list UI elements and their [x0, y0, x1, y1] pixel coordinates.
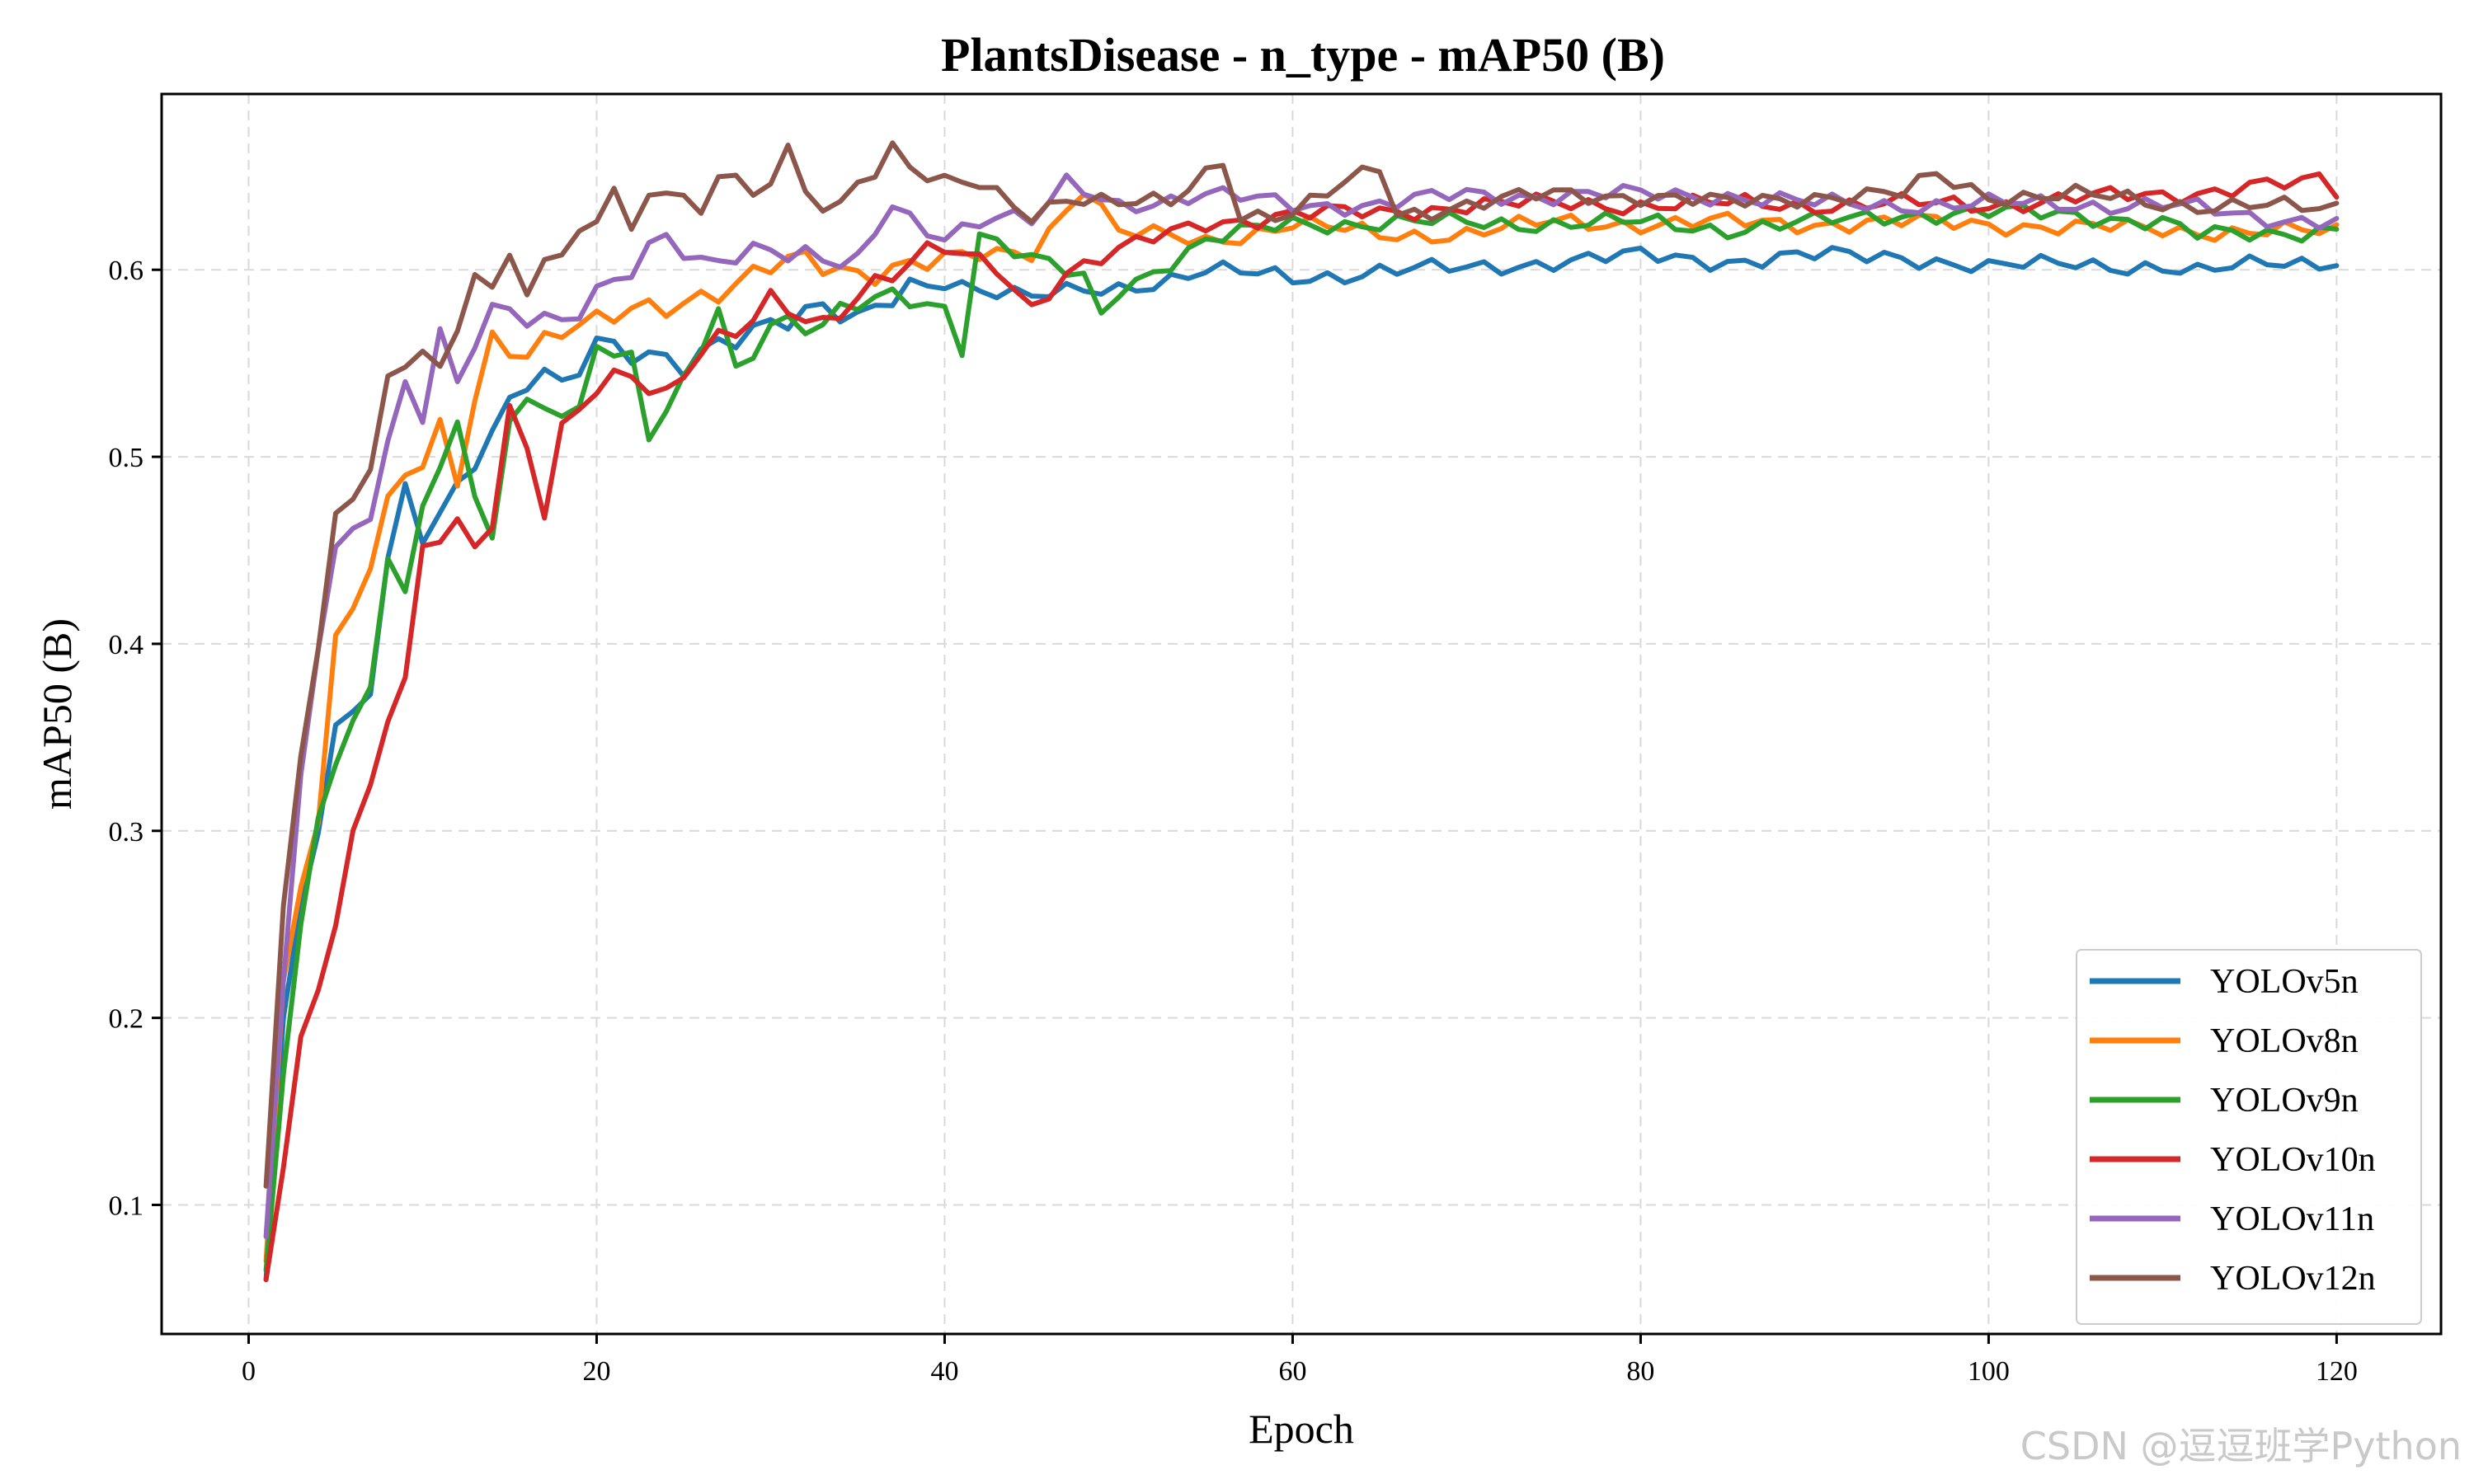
- x-tick-label: 100: [1968, 1356, 2010, 1387]
- x-tick-label: 60: [1278, 1356, 1306, 1387]
- legend-label: YOLOv8n: [2210, 1022, 2359, 1060]
- x-tick-label: 40: [930, 1356, 958, 1387]
- x-tick-label: 80: [1626, 1356, 1654, 1387]
- watermark: CSDN @逗逗班学Python: [2020, 1424, 2462, 1468]
- legend-label: YOLOv5n: [2210, 963, 2359, 1001]
- y-tick-label: 0.6: [109, 256, 144, 286]
- y-tick-label: 0.2: [109, 1004, 144, 1035]
- series-line-yolov9n: [263, 203, 2340, 1273]
- y-tick-label: 0.4: [109, 630, 144, 660]
- series-line-yolov5n: [263, 245, 2340, 1283]
- x-tick-label: 0: [242, 1356, 256, 1387]
- y-tick-label: 0.5: [109, 443, 144, 473]
- axis-ticks: 0 20 40 60 80 100 120 0.1 0.2 0.3 0.4 0.5 0.6: [109, 256, 2358, 1387]
- series-line-yolov8n: [263, 192, 2340, 1264]
- chart-title: PlantsDisease - n_type - mAP50 (B): [941, 28, 1665, 82]
- x-tick-label: 120: [2316, 1356, 2358, 1387]
- series-line-yolov11n: [263, 172, 2340, 1239]
- x-tick-label: 20: [582, 1356, 610, 1387]
- series-line-yolov12n: [263, 140, 2340, 1189]
- legend: YOLOv5n YOLOv8n YOLOv9n YOLOv10n YOLOv11n YOL…: [2076, 949, 2422, 1325]
- grid-lines: [162, 94, 2441, 1334]
- legend-label: YOLOv10n: [2210, 1141, 2376, 1179]
- legend-label: YOLOv12n: [2210, 1260, 2376, 1298]
- y-tick-label: 0.1: [109, 1190, 144, 1221]
- x-axis-label: Epoch: [1249, 1406, 1354, 1452]
- plot-series: [263, 140, 2340, 1283]
- legend-label: YOLOv9n: [2210, 1082, 2359, 1120]
- legend-label: YOLOv11n: [2210, 1200, 2374, 1238]
- y-tick-label: 0.3: [109, 817, 144, 848]
- plot-area-frame: [160, 92, 2443, 1336]
- series-line-yolov10n: [263, 171, 2340, 1283]
- y-axis-label: mAP50 (B): [34, 618, 80, 810]
